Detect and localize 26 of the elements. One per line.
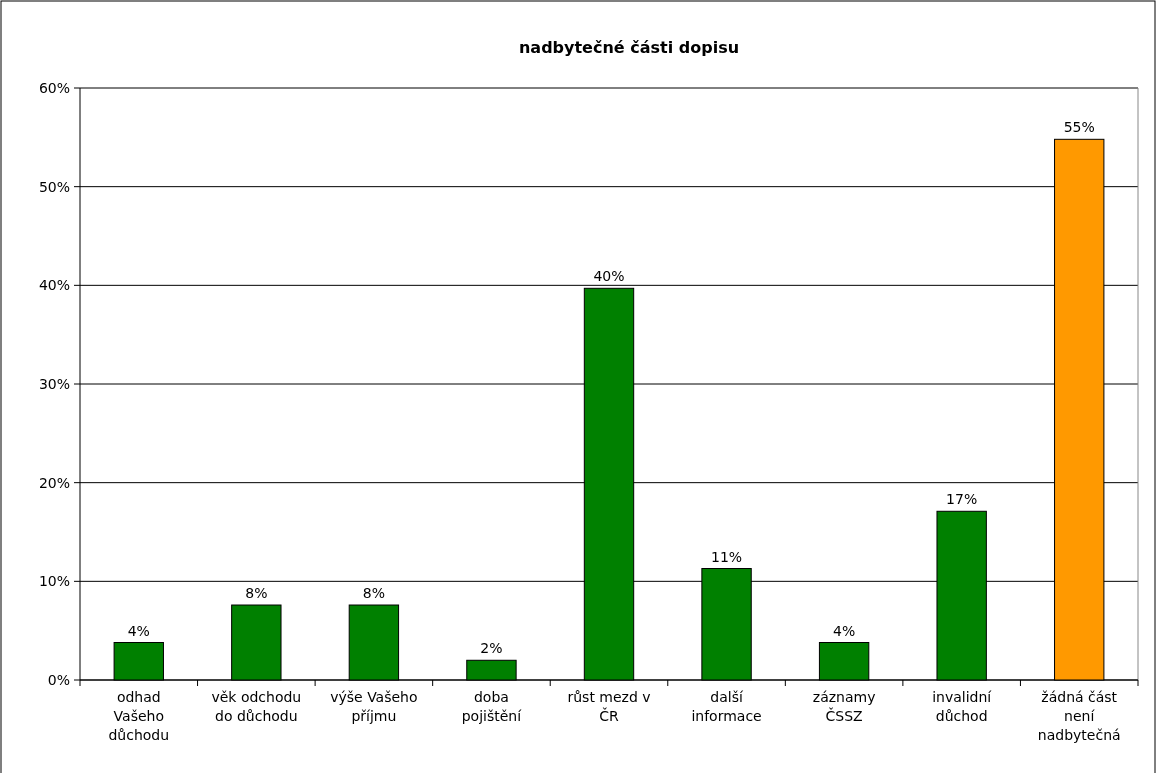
x-tick-label: doba pojištění [461, 689, 523, 724]
y-tick-label: 20% [38, 474, 70, 491]
y-tick-label: 50% [38, 178, 70, 195]
y-tick-label: 10% [38, 573, 70, 590]
data-label: 8% [362, 585, 385, 602]
data-label: 40% [593, 268, 625, 285]
data-label: 4% [127, 622, 150, 639]
x-tick-label: odhad Vašeho důchodu [108, 689, 170, 743]
chart-title: nadbytečné části dopisu [518, 38, 740, 57]
y-tick-label: 0% [47, 672, 70, 688]
x-tick-label: invalidní důchod [932, 689, 993, 724]
y-tick-label: 40% [38, 277, 70, 294]
y-tick-label: 60% [38, 80, 70, 96]
x-tick-label: růst mezd v ČR [567, 689, 651, 724]
x-tick-label: výše Vašeho příjmu [330, 689, 418, 724]
x-tick-label: věk odchodu do důchodu [211, 689, 302, 724]
data-label: 55% [1063, 119, 1095, 136]
y-tick-label: 30% [38, 376, 70, 392]
x-tick-label: žádná část není nadbytečná [1037, 689, 1121, 743]
data-label: 17% [946, 491, 978, 508]
data-label: 2% [480, 640, 503, 657]
data-label: 8% [245, 585, 268, 602]
data-label: 4% [833, 622, 856, 639]
x-tick-label: další informace [691, 689, 762, 724]
x-tick-label: záznamy ČSSZ [812, 689, 876, 724]
data-label: 11% [710, 548, 743, 565]
